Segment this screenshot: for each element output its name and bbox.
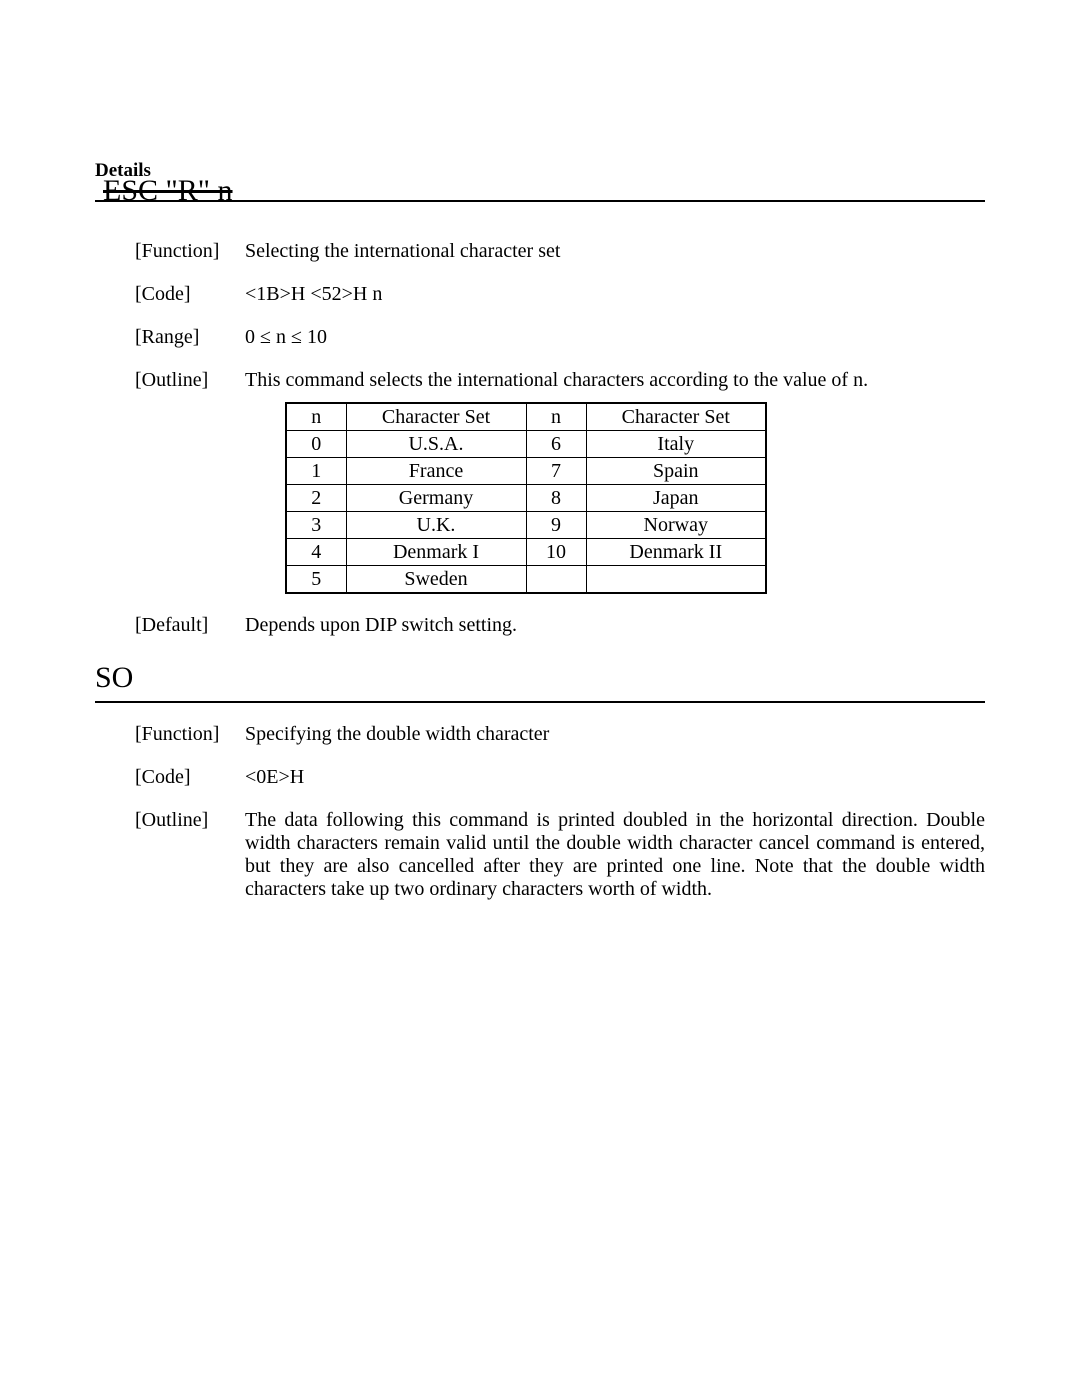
table-cell xyxy=(526,566,586,594)
section-divider xyxy=(95,701,985,703)
function-row: [Function] Specifying the double width c… xyxy=(135,723,985,746)
range-label: [Range] xyxy=(135,326,245,349)
table-row: 4 Denmark I 10 Denmark II xyxy=(286,539,766,566)
function-value: Specifying the double width character xyxy=(245,723,985,746)
code-value: <0E>H xyxy=(245,766,985,789)
table-cell: Denmark I xyxy=(346,539,526,566)
code-row: [Code] <0E>H xyxy=(135,766,985,789)
document-page: Details ESC "R" n [Function] Selecting t… xyxy=(0,0,1080,1397)
col-charset-2: Character Set xyxy=(586,403,766,431)
table-cell: 0 xyxy=(286,431,346,458)
function-value: Selecting the international character se… xyxy=(245,240,985,263)
outline-label: [Outline] xyxy=(135,809,245,901)
col-n-1: n xyxy=(286,403,346,431)
table-cell: U.S.A. xyxy=(346,431,526,458)
section-esc-r: [Function] Selecting the international c… xyxy=(135,240,985,637)
table-row: 3 U.K. 9 Norway xyxy=(286,512,766,539)
table-cell: Italy xyxy=(586,431,766,458)
command-title-esc-r: ESC "R" n xyxy=(95,174,985,208)
outline-value: The data following this command is print… xyxy=(245,809,985,901)
code-value: <1B>H <52>H n xyxy=(245,283,985,306)
table-row: 2 Germany 8 Japan xyxy=(286,485,766,512)
function-row: [Function] Selecting the international c… xyxy=(135,240,985,263)
table-cell: 8 xyxy=(526,485,586,512)
function-label: [Function] xyxy=(135,723,245,746)
section-divider xyxy=(95,200,985,202)
default-value: Depends upon DIP switch setting. xyxy=(245,614,985,637)
col-charset-1: Character Set xyxy=(346,403,526,431)
range-row: [Range] 0 ≤ n ≤ 10 xyxy=(135,326,985,349)
outline-row: [Outline] The data following this comman… xyxy=(135,809,985,901)
range-value: 0 ≤ n ≤ 10 xyxy=(245,326,985,349)
table-cell: 3 xyxy=(286,512,346,539)
outline-row: [Outline] This command selects the inter… xyxy=(135,369,985,392)
table-cell: Japan xyxy=(586,485,766,512)
table-cell: 10 xyxy=(526,539,586,566)
table-row: 5 Sweden xyxy=(286,566,766,594)
table-cell: 6 xyxy=(526,431,586,458)
table-row: 1 France 7 Spain xyxy=(286,458,766,485)
table-cell: 5 xyxy=(286,566,346,594)
table-cell: Sweden xyxy=(346,566,526,594)
table-cell xyxy=(586,566,766,594)
table-cell: 9 xyxy=(526,512,586,539)
table-cell: Norway xyxy=(586,512,766,539)
code-label: [Code] xyxy=(135,283,245,306)
table-header-row: n Character Set n Character Set xyxy=(286,403,766,431)
default-label: [Default] xyxy=(135,614,245,637)
table-cell: 2 xyxy=(286,485,346,512)
charset-table-wrap: n Character Set n Character Set 0 U.S.A.… xyxy=(285,402,985,594)
table-cell: France xyxy=(346,458,526,485)
table-cell: Germany xyxy=(346,485,526,512)
table-row: 0 U.S.A. 6 Italy xyxy=(286,431,766,458)
command-title-so: SO xyxy=(95,661,985,695)
code-row: [Code] <1B>H <52>H n xyxy=(135,283,985,306)
default-row: [Default] Depends upon DIP switch settin… xyxy=(135,614,985,637)
code-label: [Code] xyxy=(135,766,245,789)
table-cell: Denmark II xyxy=(586,539,766,566)
function-label: [Function] xyxy=(135,240,245,263)
table-cell: 4 xyxy=(286,539,346,566)
outline-label: [Outline] xyxy=(135,369,245,392)
table-cell: Spain xyxy=(586,458,766,485)
outline-value: This command selects the international c… xyxy=(245,369,985,392)
col-n-2: n xyxy=(526,403,586,431)
charset-table: n Character Set n Character Set 0 U.S.A.… xyxy=(285,402,767,594)
section-so: [Function] Specifying the double width c… xyxy=(135,723,985,901)
table-cell: 1 xyxy=(286,458,346,485)
table-cell: U.K. xyxy=(346,512,526,539)
table-cell: 7 xyxy=(526,458,586,485)
